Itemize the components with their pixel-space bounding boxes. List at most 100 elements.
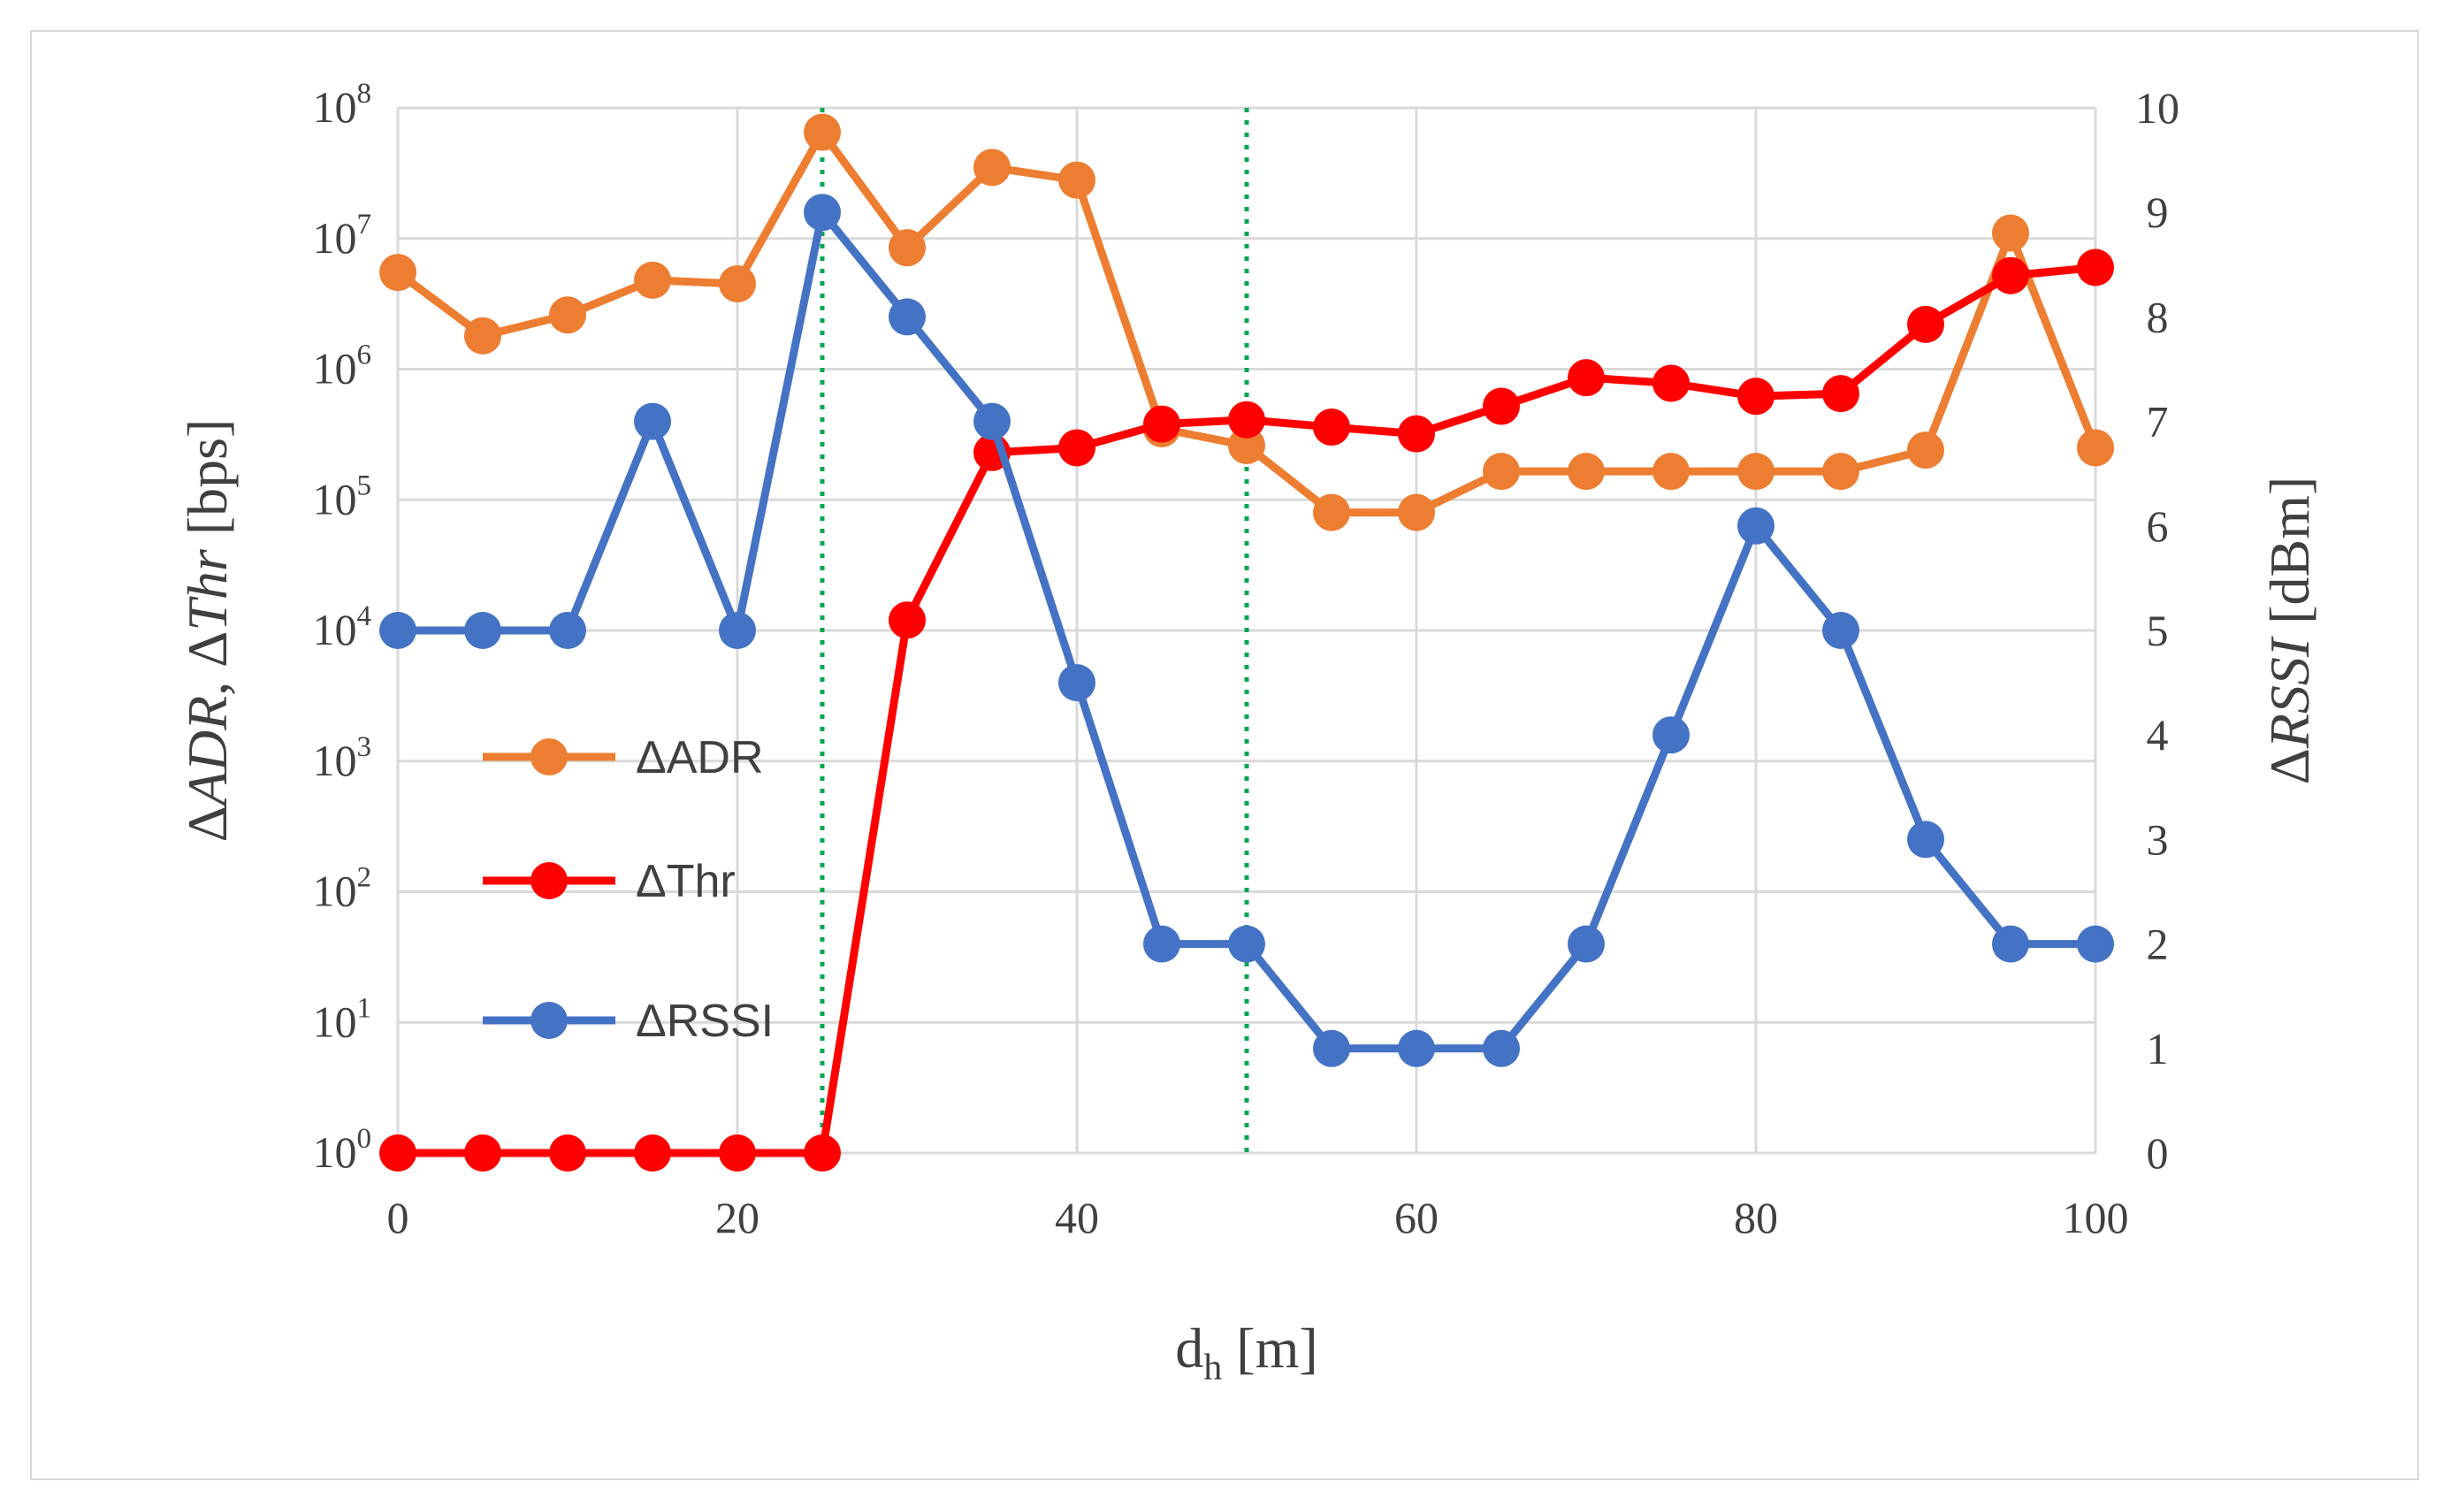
tick-base: 10: [313, 474, 357, 523]
data-point: [1143, 925, 1180, 963]
right-axis-title-unit: [dBm]: [2258, 477, 2321, 638]
data-point: [973, 402, 1011, 440]
legend-item-adr: ΔADR: [483, 732, 764, 783]
right-axis-title-delta: Δ: [2258, 748, 2321, 784]
data-point: [1398, 493, 1435, 531]
data-point: [1143, 405, 1180, 443]
series-thr: [379, 248, 2114, 1172]
tick-exponent: 5: [357, 470, 372, 501]
right-tick-label: 8: [2147, 292, 2169, 341]
data-point: [1313, 1029, 1350, 1067]
data-point: [804, 113, 841, 151]
data-point: [1228, 401, 1265, 439]
data-point: [1313, 493, 1350, 531]
data-point: [634, 1134, 671, 1172]
tick-base: 10: [313, 736, 357, 785]
left-axis-title: ΔADR, ΔThr [bps]: [176, 419, 239, 843]
data-point: [1398, 1029, 1435, 1067]
x-axis-ticks: 0 20 40 60 80 100: [387, 1193, 2129, 1242]
x-tick-label: 60: [1394, 1193, 1439, 1242]
data-point: [1398, 415, 1435, 453]
data-point: [1737, 507, 1775, 545]
left-axis-title-thr: Thr: [176, 548, 239, 631]
tick-base: 10: [313, 344, 357, 393]
legend-label: ΔRSSI: [636, 996, 774, 1047]
data-point: [464, 1134, 501, 1172]
data-point: [2077, 925, 2114, 963]
left-tick-label: 108: [313, 78, 372, 132]
data-point: [1737, 378, 1775, 416]
left-tick-label: 104: [313, 600, 372, 654]
data-point: [549, 296, 586, 334]
series-adr: [379, 113, 2114, 531]
x-tick-label: 40: [1055, 1193, 1099, 1242]
data-point: [1483, 1029, 1520, 1067]
right-tick-label: 7: [2147, 397, 2169, 447]
left-tick-label: 101: [313, 992, 372, 1046]
data-point: [464, 612, 501, 649]
right-tick-label: 1: [2147, 1024, 2169, 1073]
data-point: [1313, 409, 1350, 447]
data-point: [1058, 161, 1095, 199]
tick-base: 10: [313, 867, 357, 916]
legend-item-thr: ΔThr: [483, 856, 736, 907]
data-point: [1228, 925, 1265, 963]
data-point: [379, 254, 416, 292]
legend: ΔADR ΔThr ΔRSSI: [483, 732, 774, 1047]
tick-exponent: 4: [357, 600, 372, 632]
right-tick-label: 2: [2147, 920, 2169, 969]
right-tick-label: 5: [2147, 606, 2169, 655]
data-point: [1907, 821, 1944, 859]
legend-swatch-marker: [530, 862, 568, 899]
left-axis-title-adr: ADR: [176, 696, 239, 809]
data-point: [1058, 664, 1095, 702]
data-point: [804, 194, 841, 232]
data-point: [1992, 214, 2029, 252]
tick-base: 10: [313, 997, 357, 1046]
left-tick-label: 107: [313, 209, 372, 263]
legend-label: ΔADR: [636, 732, 764, 783]
data-point: [1737, 453, 1775, 491]
left-axis-title-delta2: , Δ: [176, 631, 239, 696]
x-tick-label: 20: [715, 1193, 759, 1242]
data-point: [1907, 305, 1944, 343]
data-point: [634, 402, 671, 440]
data-point: [549, 1134, 586, 1172]
x-tick-label: 80: [1734, 1193, 1778, 1242]
legend-item-rssi: ΔRSSI: [483, 996, 774, 1047]
tick-exponent: 7: [357, 209, 372, 241]
data-point: [379, 612, 416, 649]
tick-exponent: 2: [357, 862, 372, 894]
tick-base: 10: [313, 1127, 357, 1177]
data-point: [719, 612, 756, 649]
data-point: [719, 264, 756, 302]
data-point: [1822, 453, 1859, 491]
right-tick-label: 10: [2135, 83, 2179, 133]
data-point: [634, 261, 671, 299]
x-tick-label: 100: [2063, 1193, 2129, 1242]
tick-base: 10: [313, 605, 357, 654]
data-point: [804, 1134, 841, 1172]
left-axis-title-unit: [bps]: [176, 419, 239, 550]
tick-exponent: 6: [357, 340, 372, 371]
data-point: [1058, 429, 1095, 467]
series-rssi: [379, 194, 2114, 1067]
data-point: [2077, 248, 2114, 286]
right-tick-label: 3: [2147, 814, 2169, 864]
data-point: [1652, 453, 1690, 491]
data-point: [889, 298, 926, 336]
data-point: [719, 1134, 756, 1172]
data-point: [2077, 429, 2114, 467]
data-point: [973, 149, 1011, 187]
data-point: [1568, 359, 1605, 397]
right-axis-title-rssi: RSSI: [2258, 636, 2321, 749]
data-point: [889, 229, 926, 267]
left-tick-label: 100: [313, 1123, 372, 1177]
x-axis-title-sub: h: [1203, 1348, 1222, 1388]
data-point: [1652, 364, 1690, 402]
data-point: [1568, 453, 1605, 491]
legend-swatch-marker: [530, 1002, 568, 1039]
x-tick-label: 0: [387, 1193, 409, 1242]
data-point: [1228, 426, 1265, 464]
